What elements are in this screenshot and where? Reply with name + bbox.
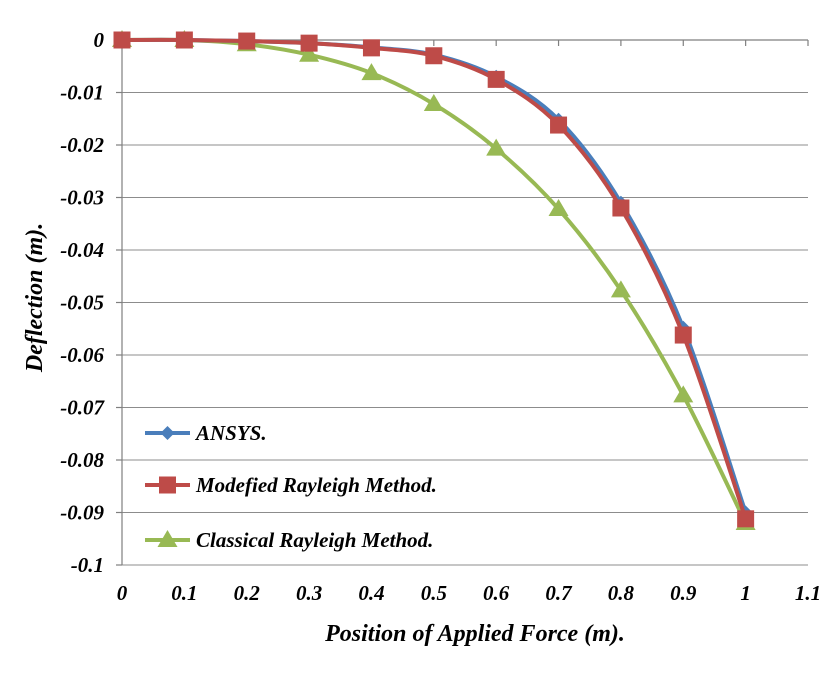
data-point-triangle bbox=[299, 44, 320, 62]
legend-item: ANSYS. bbox=[145, 421, 267, 445]
x-tick-label: 0.6 bbox=[483, 581, 510, 605]
y-tick-label: -0.03 bbox=[60, 186, 104, 210]
y-tick-label: -0.09 bbox=[60, 501, 104, 525]
data-point-triangle bbox=[610, 280, 631, 298]
legend: ANSYS. Modefied Rayleigh Method. Classical… bbox=[145, 421, 437, 552]
y-tick-label: -0.06 bbox=[60, 343, 104, 367]
data-point-triangle bbox=[486, 138, 507, 156]
x-tick-label: 0.1 bbox=[171, 581, 197, 605]
x-tick-label: 1 bbox=[740, 581, 751, 605]
legend-label: ANSYS. bbox=[194, 421, 267, 445]
x-tick-labels: 0 0.1 0.2 0.3 0.4 0.5 0.6 0.7 0.8 0.9 1 1.1 bbox=[117, 581, 821, 605]
y-tick-labels: 0 -0.01 -0.02 -0.03 -0.04 -0.05 -0.06 -0.07 -0.0… bbox=[60, 28, 105, 577]
x-tick-label: 0.2 bbox=[234, 581, 261, 605]
legend-item: Modefied Rayleigh Method. bbox=[145, 473, 437, 497]
x-tick-label: 0.5 bbox=[421, 581, 447, 605]
y-tick-label: -0.02 bbox=[60, 133, 104, 157]
legend-item: Classical Rayleigh Method. bbox=[145, 528, 433, 552]
x-tick-label: 0.3 bbox=[296, 581, 322, 605]
legend-marker-triangle bbox=[157, 530, 178, 547]
gridlines bbox=[122, 92, 808, 513]
legend-label: Classical Rayleigh Method. bbox=[196, 528, 433, 552]
data-point-triangle bbox=[673, 385, 694, 403]
data-point-square bbox=[175, 31, 193, 49]
x-tick-label: 0.9 bbox=[670, 581, 697, 605]
series bbox=[112, 30, 756, 530]
legend-label: Modefied Rayleigh Method. bbox=[195, 473, 437, 497]
x-tick-label: 0.8 bbox=[608, 581, 635, 605]
legend-marker-square bbox=[159, 476, 176, 494]
data-point-triangle bbox=[423, 94, 444, 112]
x-tick-label: 0 bbox=[117, 581, 128, 605]
data-point-square bbox=[674, 326, 692, 344]
data-point-triangle bbox=[548, 199, 569, 217]
y-tick-label: -0.08 bbox=[60, 448, 104, 472]
y-tick-label: -0.04 bbox=[60, 238, 104, 262]
data-point-square bbox=[300, 34, 318, 52]
data-point-square bbox=[362, 39, 380, 57]
series-square bbox=[113, 31, 755, 528]
y-tick-label: -0.05 bbox=[60, 291, 104, 315]
y-tick-label: -0.1 bbox=[71, 553, 104, 577]
data-point-square bbox=[737, 510, 755, 528]
y-tick-label: -0.01 bbox=[60, 81, 104, 105]
data-point-square bbox=[487, 70, 505, 88]
x-tick-label: 0.7 bbox=[545, 581, 573, 605]
data-point-square bbox=[238, 32, 256, 50]
data-point-square bbox=[425, 47, 443, 65]
data-point-square bbox=[612, 199, 630, 217]
y-tick-label: 0 bbox=[94, 28, 105, 52]
data-point-square bbox=[113, 31, 131, 49]
legend-marker-diamond bbox=[160, 426, 175, 440]
y-axis-title: Deflection (m). bbox=[22, 223, 48, 373]
y-tick-label: -0.07 bbox=[60, 396, 105, 420]
x-tick-label: 0.4 bbox=[358, 581, 384, 605]
series-line bbox=[121, 37, 748, 524]
data-point-triangle bbox=[361, 63, 382, 81]
series-line bbox=[121, 37, 748, 520]
x-tick-label: 1.1 bbox=[795, 581, 821, 605]
x-axis-title: Position of Applied Force (m). bbox=[324, 621, 625, 647]
data-point-square bbox=[550, 116, 568, 134]
